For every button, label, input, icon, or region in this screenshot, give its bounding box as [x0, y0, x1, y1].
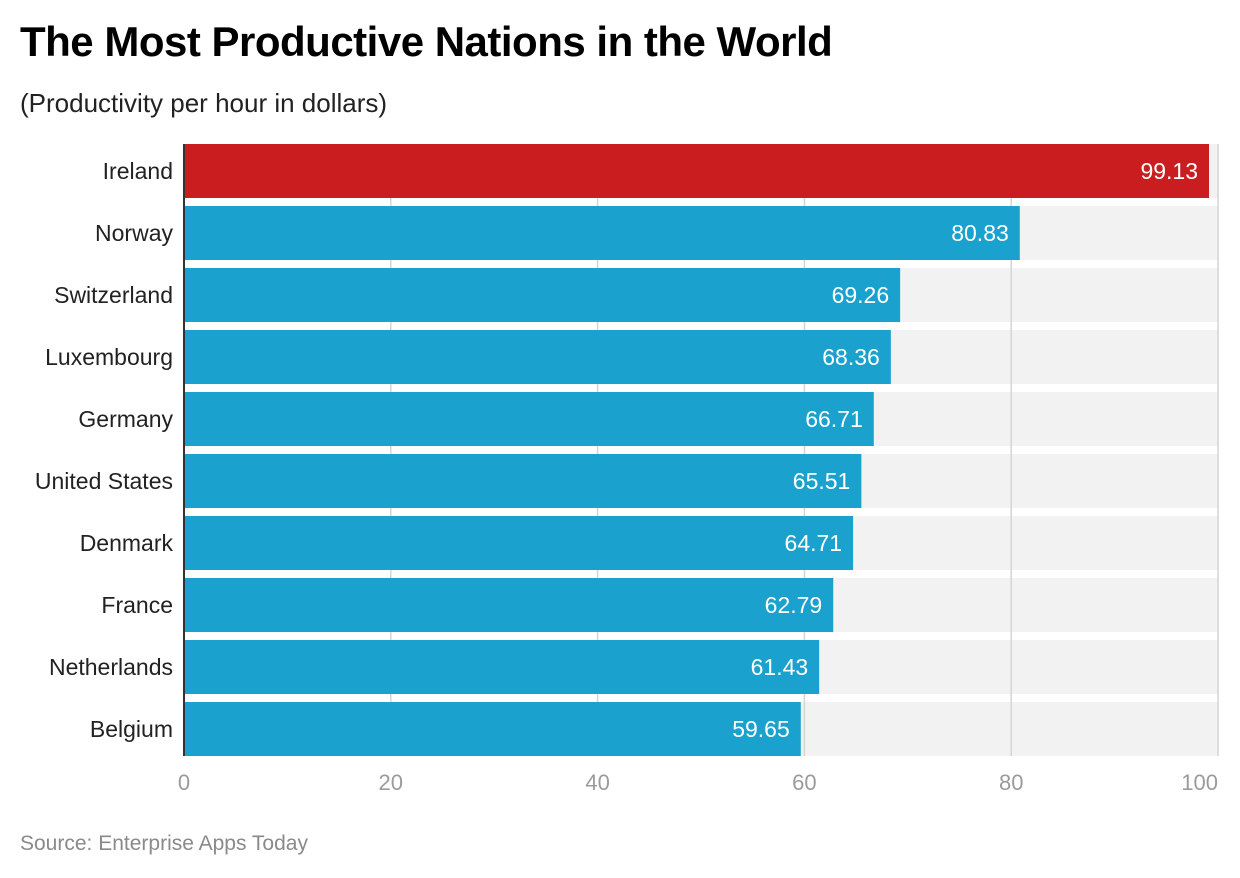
bar-value-label: 64.71 [785, 530, 843, 556]
bar [184, 392, 874, 446]
category-label: United States [35, 468, 173, 494]
x-tick-label: 40 [585, 770, 609, 795]
category-label: Norway [95, 220, 173, 246]
bar [184, 144, 1210, 198]
bar-value-label: 99.13 [1140, 158, 1198, 184]
bar [184, 702, 801, 756]
bar-value-label: 65.51 [793, 468, 851, 494]
category-label: Belgium [90, 716, 173, 742]
category-label: Netherlands [49, 654, 173, 680]
chart-subtitle: (Productivity per hour in dollars) [20, 88, 388, 118]
bar [184, 516, 854, 570]
category-label: Germany [78, 406, 173, 432]
bar [184, 640, 820, 694]
bar [184, 330, 891, 384]
bar-value-label: 62.79 [765, 592, 823, 618]
category-label: Denmark [80, 530, 174, 556]
x-tick-label: 60 [792, 770, 816, 795]
chart-title: The Most Productive Nations in the World [20, 18, 833, 65]
category-label: Luxembourg [45, 344, 173, 370]
bar-value-label: 66.71 [805, 406, 863, 432]
bar [184, 578, 834, 632]
bar [184, 206, 1020, 260]
bar [184, 268, 901, 322]
x-tick-label: 20 [379, 770, 403, 795]
category-label: France [101, 592, 173, 618]
x-tick-label: 100 [1181, 770, 1218, 795]
x-tick-label: 0 [178, 770, 190, 795]
bar-value-label: 68.36 [822, 344, 880, 370]
category-label: Ireland [103, 158, 173, 184]
source-note: Source: Enterprise Apps Today [20, 832, 308, 855]
bar-value-label: 61.43 [751, 654, 809, 680]
x-tick-label: 80 [999, 770, 1023, 795]
bar-value-label: 69.26 [832, 282, 890, 308]
bar-value-label: 59.65 [732, 716, 790, 742]
bar [184, 454, 862, 508]
category-label: Switzerland [54, 282, 173, 308]
bar-value-label: 80.83 [951, 220, 1009, 246]
